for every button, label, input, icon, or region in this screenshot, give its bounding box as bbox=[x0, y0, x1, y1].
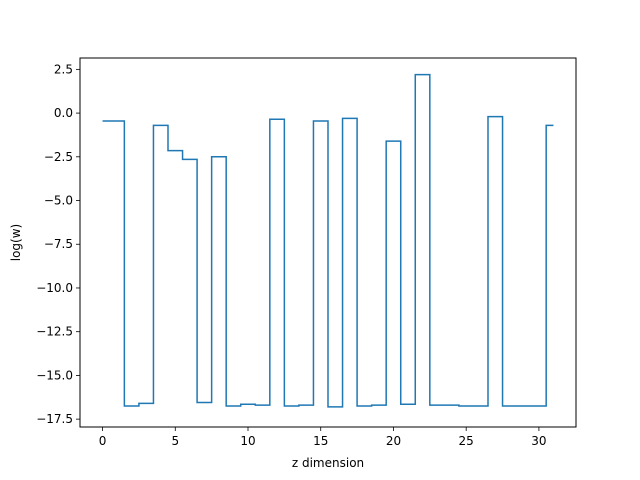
series-layer bbox=[102, 73, 554, 408]
y-axis-label: log(w) bbox=[9, 224, 23, 261]
x-tick-label: 5 bbox=[171, 434, 179, 448]
y-tick-label: −10.0 bbox=[36, 281, 73, 295]
y-tick-label: −2.5 bbox=[44, 150, 73, 164]
ticks-layer: 0 5 10 15 20 25 30 2.5 0.0 −2.5 −5.0 −7.5 −10.0 −12.5… bbox=[36, 62, 546, 448]
y-tick-label: −5.0 bbox=[44, 194, 73, 208]
y-tick-label: −17.5 bbox=[36, 412, 73, 426]
series-line bbox=[102, 73, 554, 408]
y-tick-label: 2.5 bbox=[54, 62, 73, 76]
y-tick-label: −15.0 bbox=[36, 368, 73, 382]
x-tick-label: 25 bbox=[459, 434, 474, 448]
y-tick-label: −7.5 bbox=[44, 237, 73, 251]
x-axis-label: z dimension bbox=[292, 456, 364, 470]
plot-frame bbox=[79, 57, 577, 428]
y-tick-label: −12.5 bbox=[36, 325, 73, 339]
x-tick-label: 30 bbox=[531, 434, 546, 448]
x-tick-label: 20 bbox=[386, 434, 401, 448]
x-tick-label: 15 bbox=[313, 434, 328, 448]
y-tick-label: 0.0 bbox=[54, 106, 73, 120]
x-tick-label: 10 bbox=[240, 434, 255, 448]
x-tick-label: 0 bbox=[99, 434, 107, 448]
